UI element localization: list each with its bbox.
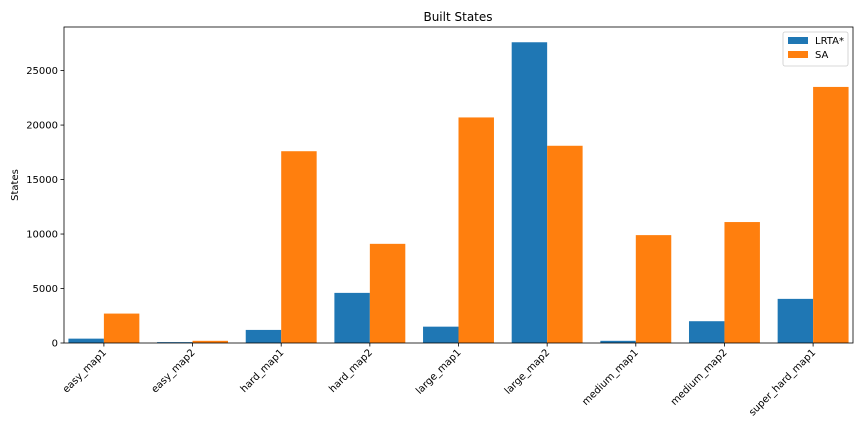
x-tick-label: super_hard_map1 — [747, 347, 818, 418]
bar-lrta-large-map2 — [511, 42, 548, 343]
legend-label-lrta: LRTA* — [815, 36, 844, 47]
y-tick-label: 25000 — [26, 66, 58, 77]
y-tick-label: 5000 — [33, 284, 58, 295]
bar-lrta-hard-map2 — [334, 292, 370, 343]
bar-sa-hard-map2 — [369, 243, 406, 343]
x-tick-label: large_map2 — [503, 347, 552, 396]
x-tick-label: easy_map1 — [61, 347, 109, 395]
legend: LRTA* SA — [782, 31, 849, 67]
bar-sa-medium-map2 — [724, 222, 760, 343]
y-tick-label: 10000 — [26, 230, 58, 241]
bar-lrta-super-hard-map1 — [777, 298, 814, 343]
bar-sa-large-map1 — [458, 117, 494, 343]
bar-lrta-large-map1 — [423, 326, 459, 343]
bar-lrta-hard-map1 — [245, 329, 282, 343]
bar-sa-super-hard-map1 — [813, 86, 849, 344]
bar-sa-easy-map1 — [103, 313, 140, 343]
bars-group — [68, 42, 849, 344]
x-tick-label: easy_map2 — [150, 347, 198, 395]
x-axis: easy_map1 easy_map2 hard_map1 hard_map2 larg… — [61, 343, 818, 418]
x-tick-label: hard_map1 — [239, 347, 287, 395]
x-tick-label: hard_map2 — [327, 347, 375, 395]
legend-swatch-sa — [788, 51, 808, 58]
bar-lrta-medium-map1 — [600, 340, 636, 343]
x-tick-label: medium_map2 — [669, 347, 730, 408]
legend-swatch-lrta — [788, 37, 808, 44]
bar-sa-medium-map1 — [635, 235, 672, 343]
x-tick-label: large_map1 — [414, 347, 463, 396]
bar-lrta-easy-map2 — [157, 342, 193, 343]
bar-sa-hard-map1 — [281, 151, 317, 343]
y-tick-label: 0 — [52, 339, 58, 350]
y-tick-label: 15000 — [26, 175, 58, 186]
y-axis: 0 5000 10000 15000 20000 25000 — [26, 66, 64, 350]
bar-lrta-medium-map2 — [688, 321, 725, 343]
bar-sa-large-map2 — [547, 145, 583, 343]
legend-label-sa: SA — [815, 50, 829, 61]
bar-lrta-easy-map1 — [68, 338, 104, 343]
plot-frame — [63, 26, 854, 344]
y-tick-label: 20000 — [26, 121, 58, 132]
bar-sa-easy-map2 — [192, 340, 228, 343]
chart-title: Built States — [423, 10, 492, 24]
x-tick-label: medium_map1 — [580, 347, 641, 408]
y-axis-label: States — [10, 169, 21, 201]
